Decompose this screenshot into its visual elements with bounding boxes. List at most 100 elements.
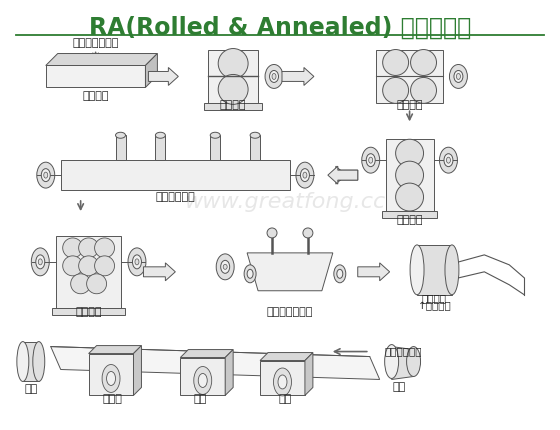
Ellipse shape [446,157,450,163]
Ellipse shape [38,259,42,265]
Circle shape [71,274,91,294]
Ellipse shape [156,132,165,138]
Polygon shape [88,346,142,353]
Ellipse shape [41,169,50,181]
Ellipse shape [31,248,49,276]
Text: 粗化: 粗化 [194,394,207,404]
Polygon shape [282,68,314,86]
Text: 表面處理工程: 表面處理工程 [385,347,422,356]
Text: 原箔: 原箔 [24,384,38,394]
Ellipse shape [37,162,55,188]
Text: www.greatfong.cc: www.greatfong.cc [184,192,386,212]
Text: （精軍）: （精軍） [76,307,102,316]
Text: （溶層、錿造）: （溶層、錿造） [72,37,119,48]
Ellipse shape [250,132,260,138]
Text: （面削）: （面削） [396,100,423,111]
Polygon shape [143,263,175,281]
Polygon shape [60,160,290,190]
Ellipse shape [385,344,399,378]
Ellipse shape [296,162,314,188]
Circle shape [95,256,115,276]
Ellipse shape [223,264,227,269]
Ellipse shape [362,147,380,173]
Polygon shape [417,245,452,295]
Ellipse shape [194,366,212,394]
Ellipse shape [44,172,48,178]
Circle shape [410,49,436,75]
Circle shape [218,74,248,104]
Circle shape [395,161,423,189]
Polygon shape [204,103,262,111]
Ellipse shape [300,169,310,181]
Ellipse shape [273,368,291,396]
Polygon shape [148,68,178,86]
Polygon shape [382,211,437,218]
Circle shape [267,228,277,238]
Ellipse shape [198,374,207,387]
Ellipse shape [216,254,234,280]
Polygon shape [115,135,125,160]
Ellipse shape [247,269,253,278]
Polygon shape [180,350,233,357]
Circle shape [63,238,83,258]
Text: 前處理: 前處理 [102,394,123,404]
Ellipse shape [135,259,139,265]
Polygon shape [208,49,258,103]
Ellipse shape [407,347,421,377]
Ellipse shape [278,375,287,389]
Circle shape [382,77,409,103]
Polygon shape [336,166,358,184]
Polygon shape [210,135,220,160]
Polygon shape [180,357,225,396]
Ellipse shape [36,255,45,269]
Text: ↑原箔工程: ↑原箔工程 [418,301,451,311]
Polygon shape [250,135,260,160]
Ellipse shape [334,265,346,283]
Circle shape [95,238,115,258]
Ellipse shape [265,64,283,89]
Ellipse shape [115,132,125,138]
Ellipse shape [366,154,375,167]
Polygon shape [358,263,390,281]
Text: （中軍）: （中軍） [396,215,423,225]
Ellipse shape [450,64,468,89]
Circle shape [395,139,423,167]
Ellipse shape [33,341,45,381]
Text: （脱脂、洗淨）: （脱脂、洗淨） [267,307,313,316]
Circle shape [410,77,436,103]
Ellipse shape [210,132,220,138]
Polygon shape [56,236,121,308]
Polygon shape [51,347,380,379]
Polygon shape [156,135,165,160]
Polygon shape [46,53,157,65]
Polygon shape [247,253,333,291]
Ellipse shape [106,372,115,385]
Polygon shape [52,308,125,315]
Ellipse shape [272,74,276,80]
Circle shape [303,228,313,238]
Ellipse shape [440,147,458,173]
Polygon shape [391,347,414,379]
Ellipse shape [133,255,142,269]
Circle shape [63,256,83,276]
Text: （原箔）: （原箔） [422,293,447,303]
Text: 防鐕: 防鐕 [278,394,292,404]
Ellipse shape [445,245,459,295]
Polygon shape [376,49,444,103]
Ellipse shape [128,248,146,276]
Ellipse shape [410,245,424,295]
Polygon shape [146,53,157,87]
Polygon shape [328,166,358,184]
Ellipse shape [102,365,120,393]
Circle shape [78,238,99,258]
Ellipse shape [221,260,230,273]
Polygon shape [305,353,313,396]
Text: 成品: 成品 [393,382,406,393]
Polygon shape [23,341,39,381]
Circle shape [78,256,99,276]
Ellipse shape [456,74,460,80]
Circle shape [382,49,409,75]
Text: （錿胚）: （錿胚） [82,92,109,101]
Ellipse shape [17,341,29,381]
Polygon shape [133,346,142,396]
